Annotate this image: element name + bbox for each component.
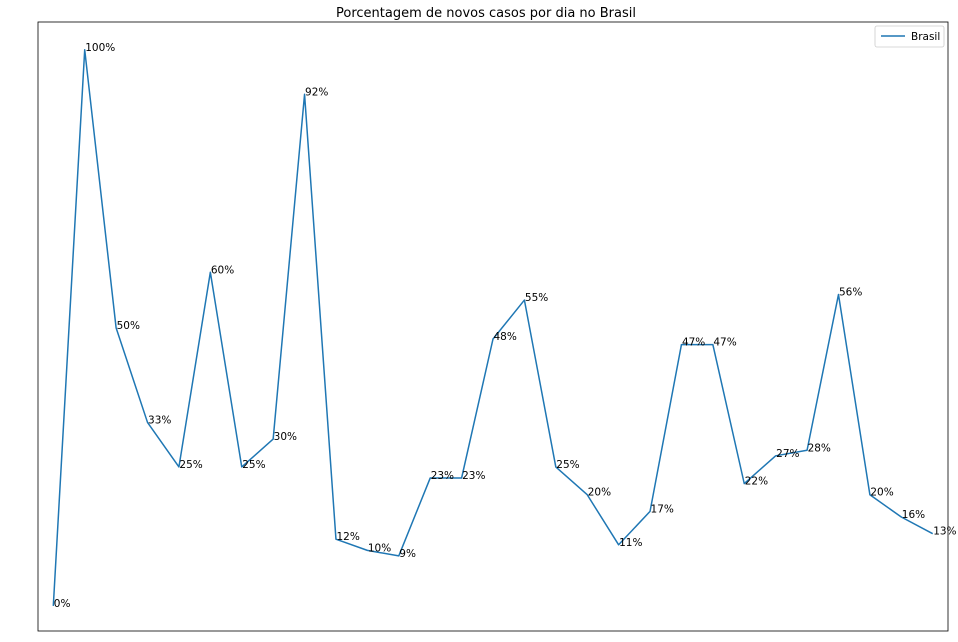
legend-label-brasil: Brasil xyxy=(911,31,940,43)
data-label: 92% xyxy=(305,86,328,98)
data-label: 28% xyxy=(808,442,831,454)
data-label: 16% xyxy=(902,509,925,521)
data-label: 47% xyxy=(713,337,736,349)
data-labels: 0% 100% 50% 33% 25% 60% 25% 30% 92% 12% 10% 9% 23% 23… xyxy=(54,42,957,610)
data-label: 56% xyxy=(839,287,862,299)
data-label: 30% xyxy=(274,431,297,443)
data-label: 12% xyxy=(336,531,359,543)
data-label: 55% xyxy=(525,292,548,304)
data-label: 100% xyxy=(85,42,115,54)
data-label: 60% xyxy=(211,264,234,276)
legend: Brasil xyxy=(874,25,945,48)
data-label: 22% xyxy=(745,476,768,488)
data-label: 20% xyxy=(588,487,611,499)
data-label: 0% xyxy=(54,598,71,610)
legend-frame xyxy=(874,25,945,48)
data-label: 23% xyxy=(431,470,454,482)
series-line-brasil xyxy=(52,49,934,607)
data-label: 20% xyxy=(870,487,893,499)
series-layer xyxy=(52,49,934,607)
data-label: 50% xyxy=(117,320,140,332)
data-label: 48% xyxy=(494,331,517,343)
data-label: 27% xyxy=(776,448,799,460)
data-label: 33% xyxy=(148,414,171,426)
data-label: 13% xyxy=(933,526,956,538)
data-label: 10% xyxy=(368,542,391,554)
data-label: 25% xyxy=(556,459,579,471)
data-label: 23% xyxy=(462,470,485,482)
data-label: 25% xyxy=(179,459,202,471)
data-label: 47% xyxy=(682,337,705,349)
data-label: 11% xyxy=(619,537,642,549)
chart-title: Porcentagem de novos casos por dia no Br… xyxy=(336,6,636,21)
plot-area-frame xyxy=(37,21,949,632)
data-label: 17% xyxy=(651,503,674,515)
data-label: 25% xyxy=(242,459,265,471)
data-label: 9% xyxy=(399,548,416,560)
